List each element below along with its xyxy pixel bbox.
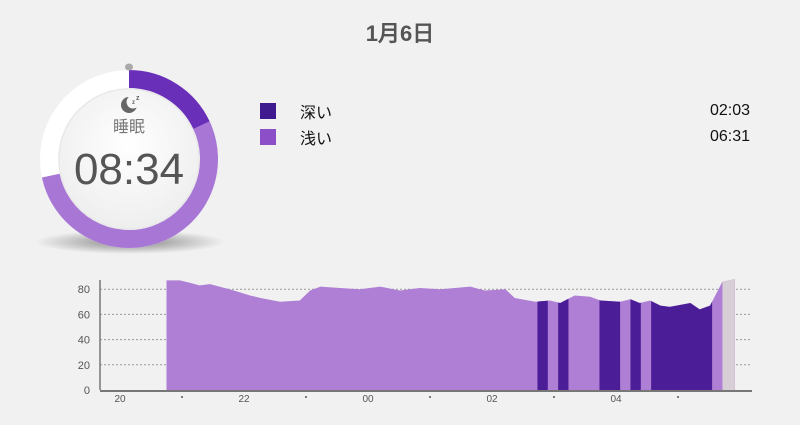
dial-knob (125, 63, 133, 71)
sleep-summary-dial: z z 睡眠 08:34 (35, 63, 225, 254)
x-minor-tick (677, 396, 679, 398)
x-tick-label: 20 (114, 394, 126, 405)
sleep-legend: 深い 02:03 浅い 06:31 (260, 98, 750, 150)
y-tick-label: 80 (78, 284, 90, 296)
x-tick-label: 04 (610, 394, 622, 405)
sleep-depth-chart: 0 20 40 60 80 20 22 00 02 04 (78, 279, 752, 405)
legend-value: 02:03 (709, 102, 750, 119)
svg-text:z: z (132, 100, 135, 106)
x-minor-tick (429, 396, 431, 398)
x-minor-tick (181, 396, 183, 398)
y-tick-label: 60 (78, 309, 90, 321)
y-tick-label: 20 (78, 360, 90, 372)
moon-zz-icon: z z (121, 95, 140, 113)
x-tick-label: 22 (238, 394, 250, 405)
deep-sleep-band (651, 279, 713, 390)
deep-swatch (260, 103, 276, 119)
light-swatch (260, 129, 276, 145)
deep-sleep-band (599, 279, 621, 390)
legend-item-light: 浅い 06:31 (260, 124, 750, 150)
deep-sleep-band (630, 279, 641, 390)
legend-item-deep: 深い 02:03 (260, 98, 750, 124)
deep-sleep-band (558, 279, 569, 390)
legend-label: 深い (300, 105, 333, 122)
x-minor-tick (553, 396, 555, 398)
page-title: 1月6日 (365, 21, 435, 46)
light-sleep-arc (41, 121, 218, 248)
y-tick-label: 40 (78, 335, 90, 347)
x-tick-label: 00 (362, 394, 374, 405)
x-tick-label: 02 (486, 394, 498, 405)
legend-value: 06:31 (709, 128, 750, 145)
x-minor-tick (305, 396, 307, 398)
deep-sleep-band (537, 279, 548, 390)
y-tick-label: 0 (84, 385, 90, 397)
svg-text:z: z (136, 95, 140, 102)
light-sleep-area (166, 279, 735, 390)
total-sleep-time: 08:34 (74, 145, 184, 194)
legend-label: 浅い (300, 131, 333, 148)
awake-band (722, 279, 735, 390)
deep-sleep-arc (128, 70, 210, 130)
dial-face (58, 88, 200, 230)
dial-label: 睡眠 (113, 117, 145, 136)
